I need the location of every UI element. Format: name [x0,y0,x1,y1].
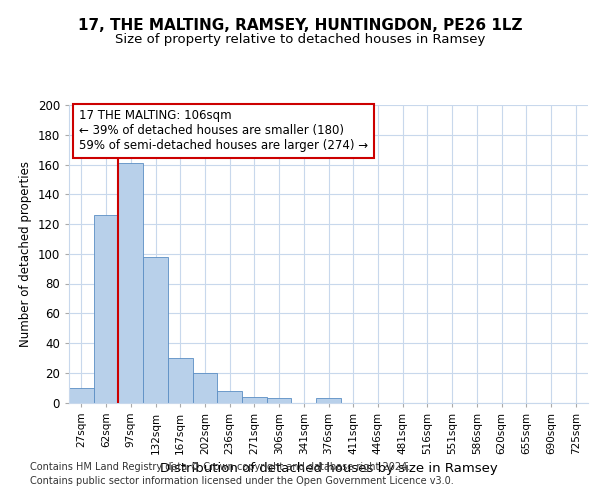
Text: 17, THE MALTING, RAMSEY, HUNTINGDON, PE26 1LZ: 17, THE MALTING, RAMSEY, HUNTINGDON, PE2… [78,18,522,32]
Bar [242,396,267,402]
Bar [267,398,292,402]
Bar [94,215,118,402]
Y-axis label: Number of detached properties: Number of detached properties [19,161,32,347]
X-axis label: Distribution of detached houses by size in Ramsey: Distribution of detached houses by size … [160,462,497,475]
Bar [118,163,143,402]
Bar [69,388,94,402]
Text: Size of property relative to detached houses in Ramsey: Size of property relative to detached ho… [115,32,485,46]
Bar [193,373,217,402]
Text: 17 THE MALTING: 106sqm
← 39% of detached houses are smaller (180)
59% of semi-de: 17 THE MALTING: 106sqm ← 39% of detached… [79,110,368,152]
Bar [143,256,168,402]
Bar [217,390,242,402]
Text: Contains public sector information licensed under the Open Government Licence v3: Contains public sector information licen… [30,476,454,486]
Bar [316,398,341,402]
Text: Contains HM Land Registry data © Crown copyright and database right 2024.: Contains HM Land Registry data © Crown c… [30,462,410,472]
Bar [168,358,193,403]
